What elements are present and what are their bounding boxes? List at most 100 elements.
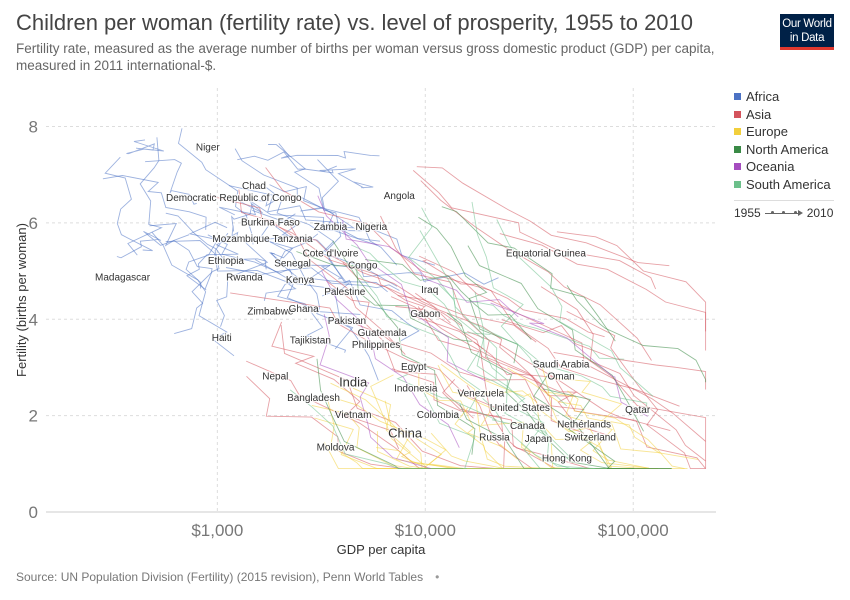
country-trail[interactable] xyxy=(420,180,652,361)
country-label: Saudi Arabia xyxy=(533,359,590,370)
country-trail[interactable] xyxy=(234,148,378,246)
country-label: Indonesia xyxy=(394,384,438,395)
country-trail[interactable] xyxy=(471,201,568,407)
country-trail[interactable] xyxy=(280,325,516,470)
country-trail[interactable] xyxy=(342,262,484,350)
country-trail[interactable] xyxy=(437,364,532,456)
country-trail[interactable] xyxy=(540,286,706,462)
more-info-dot-icon[interactable]: • xyxy=(435,570,440,584)
country-label: Russia xyxy=(479,433,510,444)
country-trail[interactable] xyxy=(351,244,491,335)
country-trail[interactable] xyxy=(441,206,616,342)
country-trail[interactable] xyxy=(278,143,380,159)
country-trail[interactable] xyxy=(496,219,654,397)
country-trail[interactable] xyxy=(499,233,707,351)
country-trail[interactable] xyxy=(225,267,400,291)
country-trail[interactable] xyxy=(483,390,649,469)
country-trail[interactable] xyxy=(416,166,670,267)
country-label: Zimbabwe xyxy=(247,306,294,317)
country-trail[interactable] xyxy=(332,240,476,455)
country-trail[interactable] xyxy=(238,189,406,355)
country-trail[interactable] xyxy=(446,312,611,470)
legend-item-asia[interactable]: Asia xyxy=(734,106,844,124)
country-trail[interactable] xyxy=(438,283,625,360)
timeline-arrow-icon xyxy=(764,209,803,217)
owid-logo[interactable]: Our World in Data xyxy=(780,14,834,50)
country-trail[interactable] xyxy=(397,295,680,407)
country-trail[interactable] xyxy=(395,306,671,432)
country-trail[interactable] xyxy=(342,219,519,318)
country-trail[interactable] xyxy=(126,139,164,155)
country-trail[interactable] xyxy=(209,195,463,327)
country-trail[interactable] xyxy=(263,233,319,302)
country-trail[interactable] xyxy=(216,239,269,327)
country-trail[interactable] xyxy=(308,264,379,381)
country-trail[interactable] xyxy=(102,175,207,230)
country-trail[interactable] xyxy=(246,198,436,266)
country-trail[interactable] xyxy=(466,351,596,470)
legend-item-south-america[interactable]: South America xyxy=(734,176,844,194)
chart-subtitle: Fertility rate, measured as the average … xyxy=(16,41,715,73)
legend-item-oceania[interactable]: Oceania xyxy=(734,158,844,176)
country-label: Nethérlands xyxy=(557,420,611,431)
country-trail[interactable] xyxy=(289,389,467,470)
country-trail[interactable] xyxy=(567,390,685,470)
country-trail[interactable] xyxy=(287,221,451,324)
country-trail[interactable] xyxy=(104,156,153,252)
country-label: Moldova xyxy=(317,442,355,453)
country-trail[interactable] xyxy=(317,195,486,382)
country-trail[interactable] xyxy=(319,165,374,189)
country-trail[interactable] xyxy=(473,341,609,436)
country-trail[interactable] xyxy=(422,260,605,338)
country-trail[interactable] xyxy=(542,388,672,470)
country-trail[interactable] xyxy=(380,215,551,406)
country-trail[interactable] xyxy=(553,351,707,469)
country-trail[interactable] xyxy=(271,321,400,450)
country-trail[interactable] xyxy=(566,285,707,383)
country-trail[interactable] xyxy=(116,231,190,259)
country-trail[interactable] xyxy=(490,302,648,417)
country-trail[interactable] xyxy=(317,159,398,266)
country-trail[interactable] xyxy=(412,170,657,290)
country-trail[interactable] xyxy=(319,314,432,470)
country-trail[interactable] xyxy=(415,292,576,397)
country-trail[interactable] xyxy=(321,270,460,448)
country-trail[interactable] xyxy=(296,251,472,342)
country-trail[interactable] xyxy=(396,373,572,458)
country-trail[interactable] xyxy=(177,128,254,245)
country-trail[interactable] xyxy=(230,292,504,412)
country-trail[interactable] xyxy=(326,280,474,419)
legend-item-africa[interactable]: Africa xyxy=(734,88,844,106)
country-trail[interactable] xyxy=(351,264,481,413)
country-trail[interactable] xyxy=(418,255,706,442)
country-trail[interactable] xyxy=(566,310,706,470)
legend[interactable]: Africa Asia Europe North America Oceania Sout… xyxy=(734,88,844,220)
country-trail[interactable] xyxy=(552,377,699,460)
legend-item-europe[interactable]: Europe xyxy=(734,123,844,141)
country-trail[interactable] xyxy=(263,213,296,268)
legend-item-north-america[interactable]: North America xyxy=(734,141,844,159)
country-trail[interactable] xyxy=(228,185,381,242)
country-trail[interactable] xyxy=(231,201,263,240)
country-trail[interactable] xyxy=(219,198,276,216)
country-trail[interactable] xyxy=(507,367,661,454)
country-trail[interactable] xyxy=(165,240,361,315)
country-trail[interactable] xyxy=(330,264,499,285)
country-trail[interactable] xyxy=(149,222,213,290)
country-trail[interactable] xyxy=(268,252,343,280)
country-trail[interactable] xyxy=(174,232,229,335)
country-trail[interactable] xyxy=(186,231,239,291)
country-trail[interactable] xyxy=(145,159,197,205)
country-trails[interactable] xyxy=(102,128,707,470)
country-trail[interactable] xyxy=(127,137,163,256)
country-trail[interactable] xyxy=(237,151,334,174)
country-trail[interactable] xyxy=(151,232,235,357)
country-label: Congo xyxy=(348,261,378,272)
country-trail[interactable] xyxy=(467,320,648,411)
country-trail[interactable] xyxy=(407,207,498,379)
country-trail[interactable] xyxy=(482,398,607,470)
country-trail[interactable] xyxy=(467,245,644,432)
country-trail[interactable] xyxy=(325,254,420,342)
country-trail[interactable] xyxy=(207,234,341,297)
